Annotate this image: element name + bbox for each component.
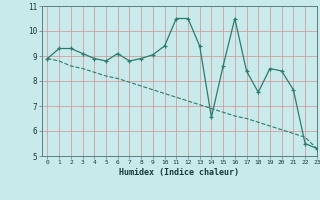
X-axis label: Humidex (Indice chaleur): Humidex (Indice chaleur) [119, 168, 239, 177]
